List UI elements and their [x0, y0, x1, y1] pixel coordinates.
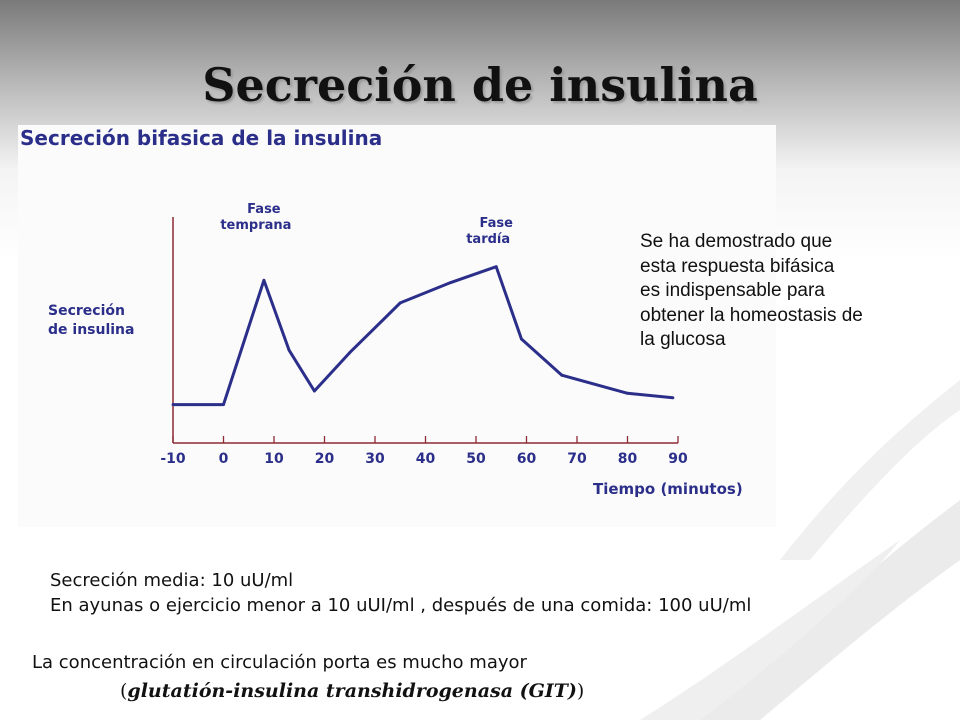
x-tick-label: 20: [315, 451, 335, 467]
stats-line: En ayunas o ejercicio menor a 10 uUI/ml …: [50, 595, 752, 616]
slide-title: Secreción de insulina: [202, 58, 758, 112]
annotation-line: Fase: [247, 202, 281, 217]
y-label-line: Secreción: [48, 303, 125, 319]
data-point: [626, 391, 629, 395]
portal-concentration: La concentración en circulación porta es…: [32, 652, 527, 673]
biphasic-note: Se ha demostrado que esta respuesta bifá…: [640, 230, 960, 353]
data-point: [222, 403, 225, 406]
data-point: [287, 348, 291, 352]
x-tick-label: 60: [517, 451, 537, 467]
chart-panel: Secreción bifasica de la insulina Secrec…: [18, 125, 776, 527]
x-tick-label: 30: [365, 451, 385, 467]
annotation-line: tardía: [466, 232, 510, 247]
x-tick-label: 10: [264, 451, 284, 467]
y-axis-label: Secreción de insulina: [48, 303, 134, 338]
annotation-line: temprana: [220, 218, 291, 233]
chart-series: [171, 265, 675, 407]
chart-title: Secreción bifasica de la insulina: [20, 126, 382, 150]
note-line: Se ha demostrado que: [640, 231, 833, 252]
x-tick-label: 70: [567, 451, 587, 467]
note-line: la glucosa: [640, 329, 726, 350]
x-tick-label: 90: [668, 451, 688, 467]
data-point: [520, 337, 523, 341]
enzyme-open-paren: (: [120, 680, 128, 702]
data-point: [449, 281, 453, 284]
x-tick-label: 50: [466, 451, 486, 467]
x-tick-label: 0: [219, 451, 229, 467]
data-point: [560, 373, 564, 377]
stats-line: Secreción media: 10 uU/ml: [50, 570, 294, 591]
data-point: [671, 396, 675, 400]
x-tick-label: 80: [618, 451, 638, 467]
data-point: [313, 389, 316, 393]
x-axis-label: Tiempo (minutos): [593, 480, 743, 498]
x-tick-label: 40: [416, 451, 436, 467]
x-ticks: -10 0 10 20 30 40 50 60 70 80 90: [160, 436, 688, 467]
series-line: [173, 265, 674, 407]
data-point: [398, 301, 402, 305]
enzyme-name: glutatión-insulina transhidrogenasa (GIT…: [127, 680, 577, 702]
annotation-line: Fase: [479, 216, 513, 231]
data-point: [494, 265, 498, 269]
enzyme-line: (glutatión-insulina transhidrogenasa (GI…: [120, 680, 584, 702]
x-tick-label: -10: [160, 451, 186, 467]
note-line: es indispensable para: [640, 280, 825, 301]
y-label-line: de insulina: [48, 322, 134, 338]
secretion-stats: Secreción media: 10 uU/ml En ayunas o ej…: [50, 568, 751, 618]
data-point: [171, 403, 175, 406]
note-line: obtener la homeostasis de: [640, 304, 863, 326]
data-point: [262, 278, 266, 282]
note-line: esta respuesta bifásica: [640, 255, 835, 277]
insulin-secretion-chart: Secreción bifasica de la insulina Secrec…: [20, 126, 743, 498]
enzyme-close-paren: ): [576, 680, 585, 702]
data-point: [348, 351, 352, 354]
